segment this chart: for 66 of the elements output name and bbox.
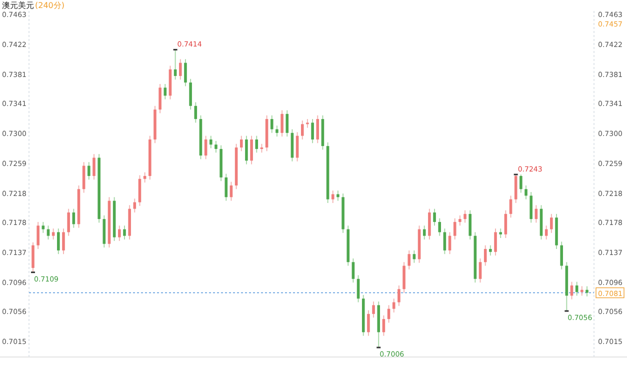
- candlestick: [458, 214, 462, 226]
- candlestick: [311, 118, 314, 144]
- candlestick: [42, 221, 45, 234]
- candlestick: [372, 301, 375, 318]
- candlestick: [164, 83, 167, 100]
- candlestick: [209, 135, 212, 149]
- candlestick: [586, 286, 588, 297]
- candlestick: [422, 225, 426, 240]
- candlestick: [550, 213, 553, 234]
- candlestick: [300, 120, 304, 140]
- candlestick: [57, 228, 60, 255]
- candlestick: [468, 210, 472, 240]
- candlestick: [245, 135, 248, 165]
- candlestick: [123, 225, 126, 240]
- candlestick: [530, 192, 532, 224]
- candlestick: [336, 190, 340, 202]
- candlestick: [214, 140, 218, 154]
- candlestick: [428, 208, 431, 240]
- candlestick: [316, 114, 320, 144]
- candlestick: [178, 58, 182, 80]
- candlestick: [520, 174, 522, 194]
- candlestick: [92, 154, 96, 180]
- candlestick: [453, 218, 456, 240]
- candlestick: [494, 228, 497, 256]
- candlestick: [118, 225, 121, 242]
- candlestick: [433, 208, 436, 226]
- candlestick: [62, 228, 65, 255]
- candlestick: [52, 228, 55, 240]
- candlestick: [67, 208, 70, 236]
- candlestick: [580, 286, 584, 296]
- candlestick: [443, 228, 446, 255]
- candlestick: [367, 310, 370, 336]
- candlestick: [392, 298, 396, 313]
- chart-title: 澳元美元: [2, 1, 34, 10]
- candlestick: [560, 241, 563, 270]
- candlestick: [276, 125, 278, 138]
- candlestick: [224, 173, 228, 202]
- chart-subtitle: (240分): [35, 1, 65, 10]
- candlestick: [133, 198, 136, 213]
- candlestick: [438, 218, 442, 236]
- candlestick: [255, 135, 258, 154]
- candlestick: [408, 250, 411, 270]
- candlestick: [270, 114, 274, 134]
- candlestick: [464, 210, 466, 224]
- candlestick: [240, 135, 243, 152]
- candlestick: [158, 83, 162, 114]
- candlestick: [514, 174, 518, 204]
- candlestick: [524, 184, 528, 200]
- candlestick: [499, 228, 502, 239]
- candlestick: [286, 110, 289, 138]
- candlestick: [402, 262, 406, 294]
- candlestick: [398, 284, 400, 306]
- candlestick: [478, 258, 482, 284]
- candlestick: [250, 135, 253, 165]
- candlestick: [489, 244, 492, 256]
- candlestick: [184, 58, 187, 87]
- candlestick: [504, 210, 508, 239]
- candlestick: [32, 242, 34, 273]
- candlestick: [194, 102, 198, 124]
- candlestick: [189, 78, 192, 110]
- candlestick: [36, 221, 40, 250]
- candlestick: [331, 190, 334, 204]
- candlestick: [352, 258, 355, 284]
- candlestick: [88, 162, 90, 180]
- candlestick: [280, 110, 284, 138]
- candlestick: [143, 172, 146, 184]
